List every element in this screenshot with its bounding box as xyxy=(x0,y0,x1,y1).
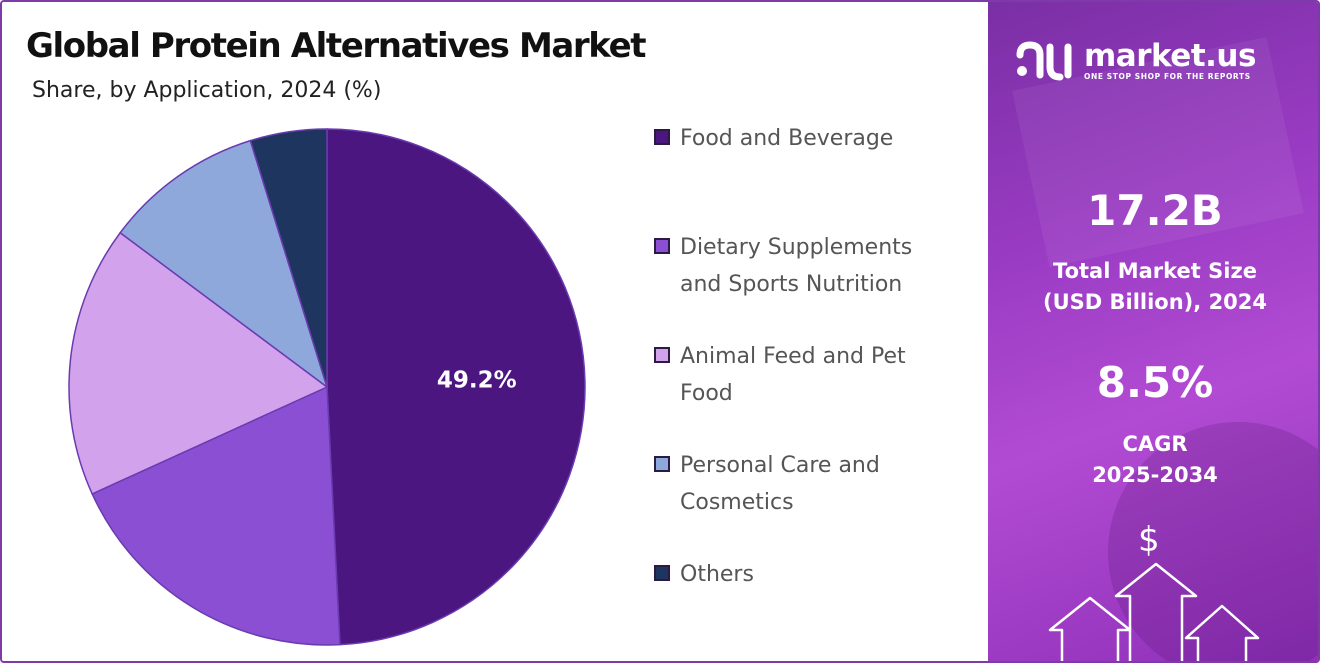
pie-slice-others xyxy=(249,128,328,388)
legend-swatch xyxy=(654,347,670,363)
legend-item-personal-care: Personal Care and Cosmetics xyxy=(654,447,960,521)
summary-sidebar: market.us ONE STOP SHOP FOR THE REPORTS … xyxy=(988,2,1318,661)
legend-label: Personal Care and Cosmetics xyxy=(680,453,880,515)
logo-tagline: ONE STOP SHOP FOR THE REPORTS xyxy=(1084,72,1251,81)
legend-item-dietary-supplements: Dietary Supplements and Sports Nutrition xyxy=(654,229,960,303)
chart-title: Global Protein Alternatives Market xyxy=(26,26,647,66)
legend-swatch xyxy=(654,129,670,145)
pie-chart: 49.2% xyxy=(68,128,586,646)
market-size-value: 17.2B xyxy=(1087,186,1223,235)
dollar-icon: $ xyxy=(1138,520,1160,560)
pie-slice-animal-feed-and-pet-food xyxy=(68,231,329,495)
legend-item-animal-feed: Animal Feed and Pet Food xyxy=(654,338,960,412)
legend-item-food-and-beverage: Food and Beverage xyxy=(654,120,960,157)
chart-panel: Global Protein Alternatives Market Share… xyxy=(2,2,988,661)
legend-swatch xyxy=(654,565,670,581)
cagr-label: CAGR 2025-2034 xyxy=(1092,432,1218,487)
legend-swatch xyxy=(654,238,670,254)
legend-label: Animal Feed and Pet Food xyxy=(680,344,906,406)
market-size-label: Total Market Size (USD Billion), 2024 xyxy=(1042,259,1268,314)
chart-subtitle: Share, by Application, 2024 (%) xyxy=(32,78,382,103)
brand-logo[interactable]: market.us ONE STOP SHOP FOR THE REPORTS xyxy=(1014,40,1256,82)
pie-slice-food-and-beverage xyxy=(326,128,586,646)
background-decoration xyxy=(1108,422,1318,661)
pie-slice-personal-care-and-cosmetics xyxy=(119,139,329,389)
pie-data-label: 49.2% xyxy=(437,368,517,394)
legend-label: Dietary Supplements and Sports Nutrition xyxy=(680,235,913,297)
legend-item-others: Others xyxy=(654,556,960,593)
pie-slice-dietary-supplements-and-sports-nutrition xyxy=(91,385,341,646)
logo-mark-icon xyxy=(1016,41,1072,81)
legend-label: Others xyxy=(680,562,754,587)
logo-name: market.us xyxy=(1084,38,1256,74)
legend-label: Food and Beverage xyxy=(680,126,894,151)
legend-swatch xyxy=(654,456,670,472)
growth-arrows-icon xyxy=(1048,562,1260,661)
cagr-value: 8.5% xyxy=(1096,358,1214,407)
